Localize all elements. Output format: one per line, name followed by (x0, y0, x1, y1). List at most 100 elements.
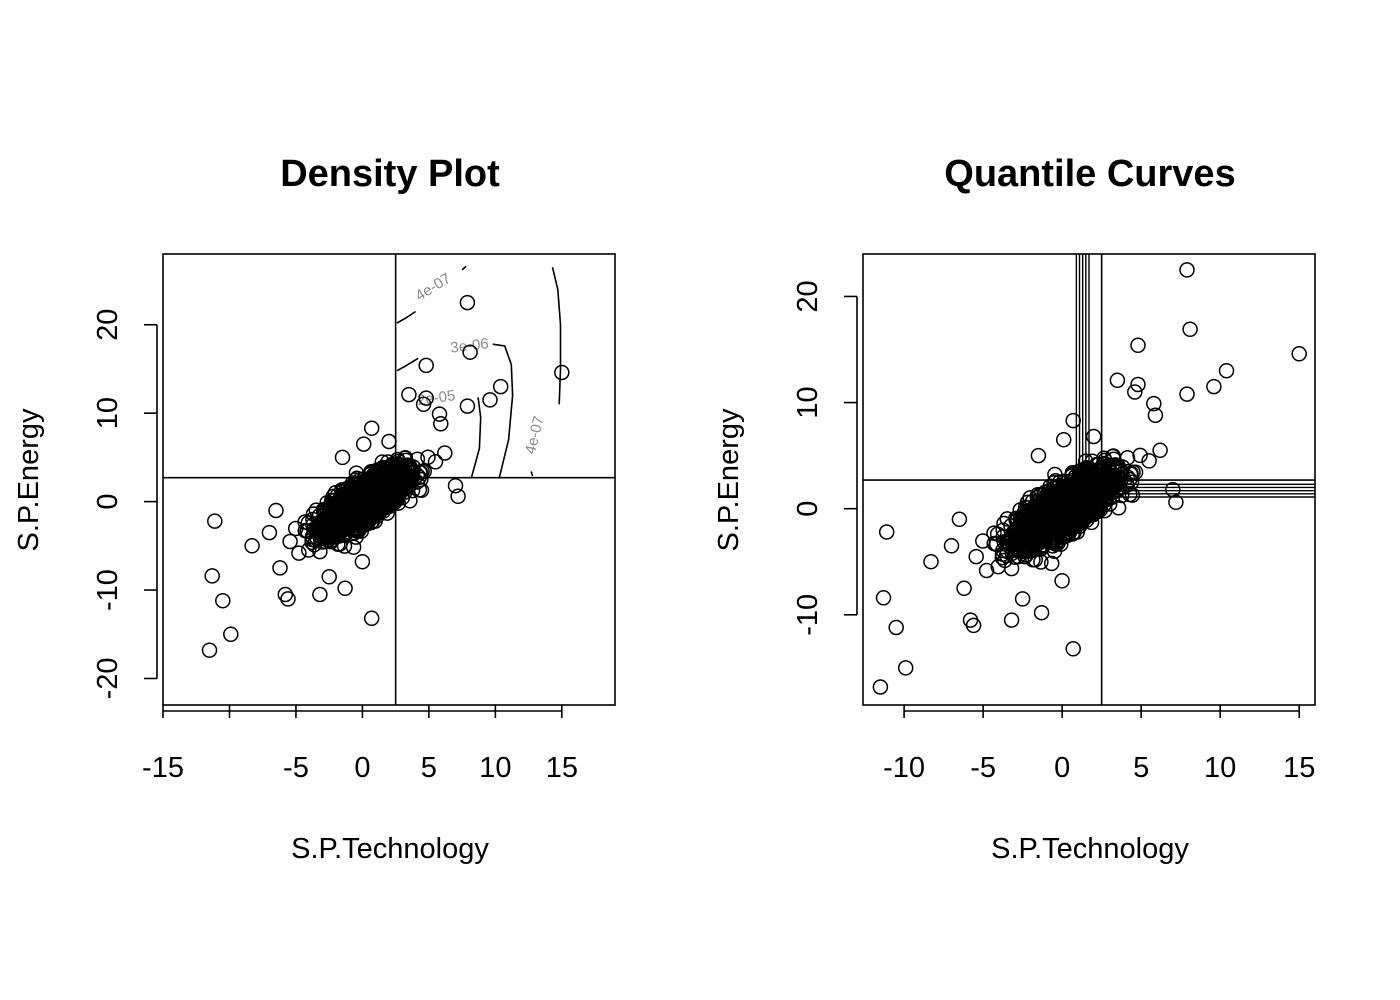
x-tick-label: 0 (1054, 752, 1070, 784)
data-point (305, 506, 322, 522)
data-point (261, 524, 278, 541)
data-point (1132, 447, 1148, 464)
data-point (1014, 528, 1031, 545)
scatter-points (201, 294, 570, 658)
y-tick-label: -20 (92, 658, 124, 700)
x-tick-label: 5 (1133, 752, 1149, 784)
data-point (1054, 508, 1071, 525)
data-point (459, 398, 476, 414)
data-point (995, 528, 1012, 545)
x-tick-label: 15 (1283, 752, 1315, 784)
x-tick-label: 15 (546, 752, 578, 784)
data-point (431, 406, 448, 422)
data-point (312, 586, 328, 603)
data-point (1054, 573, 1070, 589)
data-point (363, 610, 380, 627)
plot-area: -15 -5 0 5 10 15-20-10010204e-073e-062e-054e-… (92, 253, 616, 784)
data-point (291, 545, 307, 561)
data-point (1179, 386, 1195, 402)
data-point (923, 553, 939, 570)
x-axis-label: S.P.Technology (291, 833, 489, 865)
y-axis-label: S.P.Energy (13, 408, 45, 551)
data-point (897, 660, 914, 676)
data-point (418, 390, 434, 406)
contour-line (396, 310, 417, 324)
density-plot-panel: Density Plot S.P.Technology S.P.Energy -… (13, 153, 616, 865)
x-tick-label: 10 (1204, 752, 1236, 784)
data-point (381, 433, 397, 450)
contour-label: 4e-07 (522, 414, 548, 455)
data-point (1147, 407, 1164, 424)
data-point (1017, 548, 1033, 565)
contour-label: 4e-07 (412, 270, 454, 305)
y-tick-label: 0 (92, 494, 124, 510)
data-point (986, 525, 1002, 541)
y-tick-label: -10 (92, 569, 124, 611)
data-point (1043, 555, 1060, 572)
chart-title: Density Plot (280, 153, 500, 195)
data-point (872, 679, 889, 695)
data-point (360, 500, 376, 516)
data-point (280, 591, 296, 607)
data-point (951, 511, 968, 528)
data-point (201, 642, 218, 658)
data-point (204, 568, 220, 584)
data-point (1027, 552, 1043, 568)
data-point (1072, 498, 1088, 514)
data-point (305, 517, 321, 533)
data-point (1179, 262, 1195, 278)
y-axis: -20 -10 0 10 20 (92, 309, 158, 700)
data-point (215, 592, 231, 609)
data-point (968, 548, 984, 565)
data-point (482, 392, 498, 408)
data-point (420, 449, 436, 465)
data-point (459, 294, 476, 311)
data-point (324, 532, 341, 548)
data-point (1055, 431, 1072, 448)
data-point (878, 524, 895, 540)
data-point (244, 538, 260, 554)
contour-line (530, 471, 534, 477)
data-point (978, 562, 995, 579)
scatter-points (872, 262, 1307, 695)
contour-label: 2e-05 (416, 387, 456, 409)
data-point (1003, 612, 1020, 628)
data-point (1130, 337, 1146, 354)
data-point (492, 378, 509, 395)
data-point (997, 552, 1013, 569)
data-point (888, 619, 904, 636)
y-axis-label: S.P.Energy (713, 408, 745, 551)
data-point (1182, 321, 1198, 338)
quantile-curves-panel: Quantile Curves S.P.Technology S.P.Energ… (713, 153, 1316, 865)
data-point (554, 364, 570, 381)
contour-line (492, 343, 514, 478)
data-point (277, 586, 294, 603)
data-point (1030, 447, 1047, 464)
data-point (418, 357, 434, 374)
data-point (297, 514, 313, 530)
y-tick-label: 0 (792, 501, 824, 517)
data-point (334, 449, 351, 466)
data-point (996, 515, 1012, 532)
data-point (437, 445, 453, 461)
plot-frame (162, 253, 616, 706)
y-tick-label: 10 (92, 397, 124, 429)
data-point (1130, 376, 1146, 393)
data-point (401, 386, 417, 403)
data-point (943, 538, 960, 554)
data-point (1014, 591, 1031, 607)
contour-line (461, 265, 467, 271)
data-point (1043, 506, 1059, 522)
data-point (462, 344, 478, 360)
data-point (384, 494, 401, 511)
data-point (375, 475, 391, 492)
plot-area: -10 -5 0 5 10 15 -10 0 10 20 (792, 253, 1316, 784)
data-point (319, 494, 335, 511)
x-tick-label: 0 (354, 752, 370, 784)
x-tick-label: -15 (142, 752, 184, 784)
data-point (1146, 395, 1162, 412)
contour-line (396, 357, 419, 372)
x-axis: -10 -5 0 5 10 15 (883, 705, 1315, 784)
y-tick-label: -10 (792, 594, 824, 636)
